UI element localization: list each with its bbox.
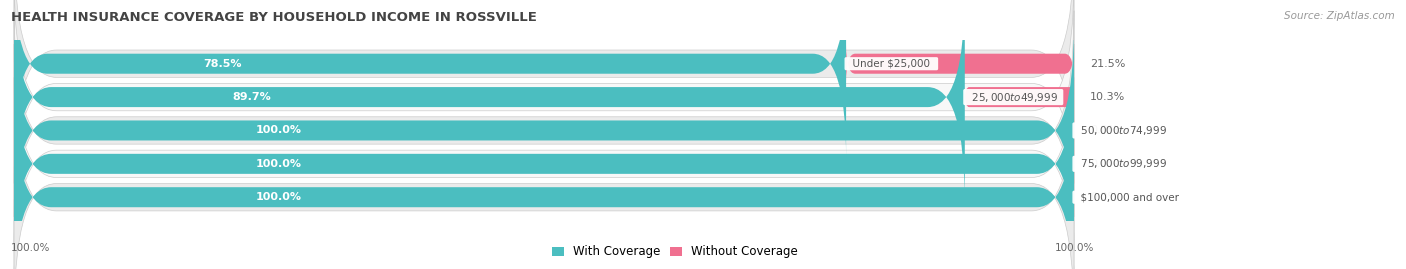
FancyBboxPatch shape — [14, 0, 1074, 217]
Text: 100.0%: 100.0% — [256, 192, 302, 202]
Text: 100.0%: 100.0% — [11, 243, 51, 253]
Text: 21.5%: 21.5% — [1090, 59, 1125, 69]
FancyBboxPatch shape — [846, 45, 1074, 82]
FancyBboxPatch shape — [14, 77, 1074, 269]
Text: Under $25,000: Under $25,000 — [846, 59, 936, 69]
FancyBboxPatch shape — [14, 44, 1074, 269]
Text: 0.0%: 0.0% — [1090, 192, 1118, 202]
FancyBboxPatch shape — [14, 57, 1074, 269]
Text: HEALTH INSURANCE COVERAGE BY HOUSEHOLD INCOME IN ROSSVILLE: HEALTH INSURANCE COVERAGE BY HOUSEHOLD I… — [11, 11, 537, 24]
Text: 0.0%: 0.0% — [1090, 159, 1118, 169]
FancyBboxPatch shape — [14, 0, 1074, 183]
Text: 100.0%: 100.0% — [256, 159, 302, 169]
Text: 100.0%: 100.0% — [1054, 243, 1094, 253]
Text: 89.7%: 89.7% — [232, 92, 271, 102]
Text: Source: ZipAtlas.com: Source: ZipAtlas.com — [1284, 11, 1395, 21]
FancyBboxPatch shape — [14, 90, 1074, 269]
Text: 10.3%: 10.3% — [1090, 92, 1125, 102]
FancyBboxPatch shape — [14, 24, 1074, 237]
FancyBboxPatch shape — [14, 0, 846, 158]
FancyBboxPatch shape — [14, 11, 1074, 250]
Text: 78.5%: 78.5% — [202, 59, 242, 69]
FancyBboxPatch shape — [14, 0, 965, 204]
Text: 100.0%: 100.0% — [256, 125, 302, 136]
Text: $50,000 to $74,999: $50,000 to $74,999 — [1074, 124, 1171, 137]
FancyBboxPatch shape — [965, 87, 1074, 107]
Text: 0.0%: 0.0% — [1090, 125, 1118, 136]
Legend: With Coverage, Without Coverage: With Coverage, Without Coverage — [547, 241, 803, 263]
Text: $25,000 to $49,999: $25,000 to $49,999 — [965, 91, 1062, 104]
Text: $75,000 to $99,999: $75,000 to $99,999 — [1074, 157, 1171, 170]
Text: $100,000 and over: $100,000 and over — [1074, 192, 1185, 202]
